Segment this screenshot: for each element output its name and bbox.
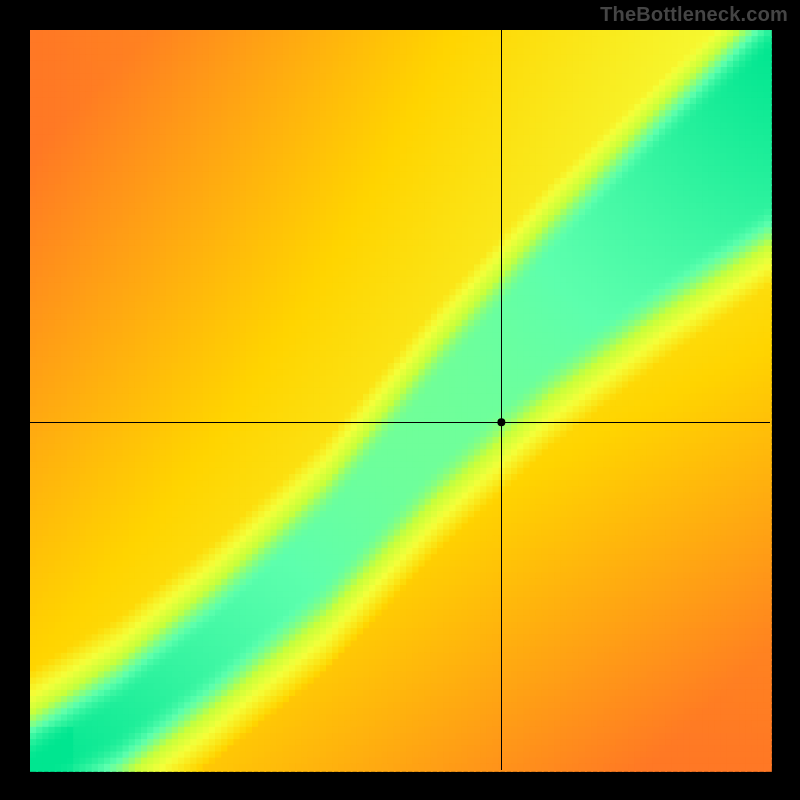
watermark-text: TheBottleneck.com [600,4,788,27]
bottleneck-heatmap [0,0,800,800]
